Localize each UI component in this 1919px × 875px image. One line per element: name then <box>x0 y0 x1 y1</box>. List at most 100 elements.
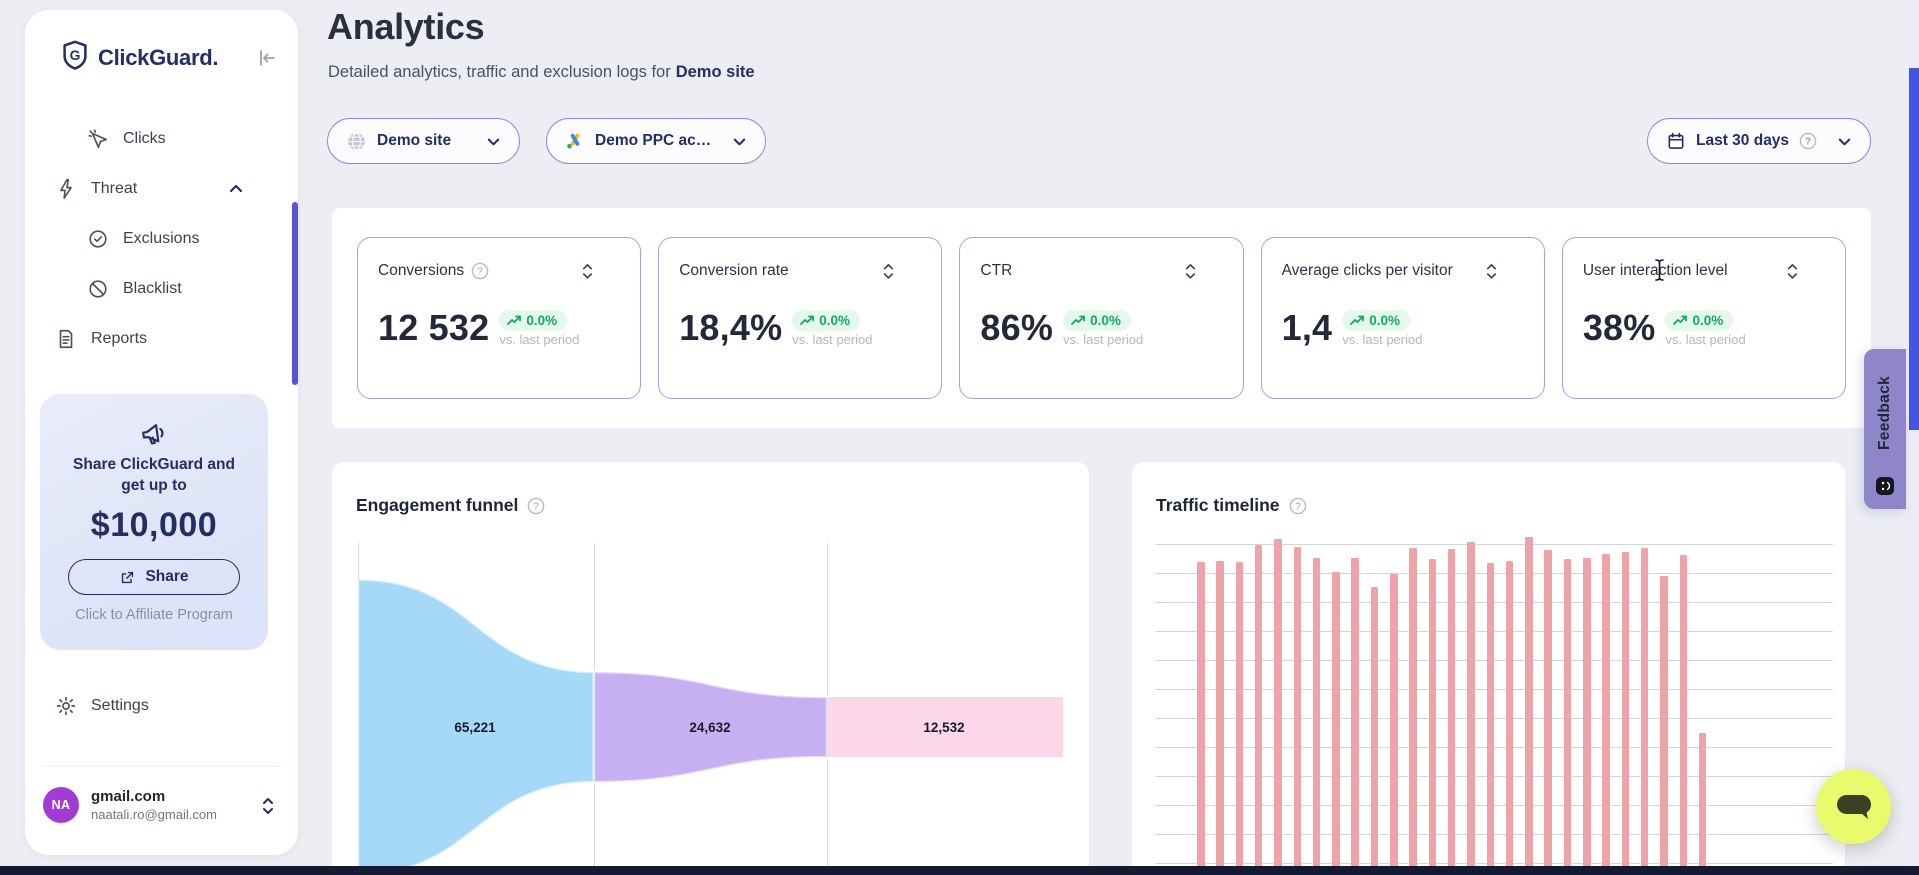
chart-gridline <box>1155 573 1833 574</box>
timeline-bar <box>1544 550 1552 875</box>
chart-gridline <box>1155 834 1833 835</box>
account-email: naatali.ro@gmail.com <box>91 807 217 822</box>
timeline-bar <box>1640 548 1649 875</box>
sidebar-item-clicks[interactable]: Clicks <box>25 114 290 164</box>
timeline-bar <box>1370 587 1379 875</box>
timeline-bar <box>1235 562 1244 875</box>
chevron-down-icon <box>486 134 501 149</box>
feedback-smile-icon <box>1875 476 1895 496</box>
feedback-tab[interactable]: Feedback <box>1864 349 1906 509</box>
timeline-bar <box>1332 572 1340 875</box>
metric-sort-icon[interactable] <box>882 263 895 280</box>
timeline-bar <box>1428 559 1437 875</box>
delta-badge: 0.0% <box>1342 310 1411 331</box>
timeline-bar <box>1312 558 1321 875</box>
timeline-bar <box>1409 548 1417 875</box>
kpi-card-ctr: CTR 86% 0.0% vs. last period <box>959 237 1244 399</box>
timeline-bar <box>1197 562 1205 875</box>
timeline-bar <box>1486 563 1494 875</box>
sidebar-item-exclusions[interactable]: Exclusions <box>25 214 290 264</box>
feedback-tab-label: Feedback <box>1876 376 1893 450</box>
metric-sort-icon[interactable] <box>581 263 594 280</box>
chart-gridline <box>1155 660 1833 661</box>
sidebar-item-blacklist[interactable]: Blacklist <box>25 264 290 314</box>
engagement-funnel-card: Engagement funnel ? 65,221 24,632 12,532 <box>332 462 1089 875</box>
nav-label-clicks: Clicks <box>123 130 166 147</box>
gear-icon <box>55 695 77 717</box>
compare-label: vs. last period <box>1063 332 1144 347</box>
delta-badge: 0.0% <box>1063 310 1131 331</box>
metric-sort-icon[interactable] <box>1184 263 1197 280</box>
promo-heading-line2: get up to <box>121 477 187 494</box>
svg-text:12,532: 12,532 <box>923 720 964 735</box>
help-icon[interactable]: ? <box>527 497 545 515</box>
timeline-bar <box>1602 554 1610 875</box>
compare-label: vs. last period <box>1665 332 1746 347</box>
calendar-icon <box>1666 131 1686 151</box>
page-scrollbar-thumb[interactable] <box>1909 68 1919 430</box>
cursor-click-icon <box>87 128 109 150</box>
megaphone-icon <box>139 418 169 448</box>
chart-gridline <box>1155 747 1833 748</box>
avatar: NA <box>43 787 79 823</box>
sidebar-collapse-button[interactable] <box>253 46 279 72</box>
sidebar-item-threat[interactable]: Threat <box>25 164 290 214</box>
metric-sort-icon[interactable] <box>1485 263 1498 280</box>
chat-launcher-button[interactable] <box>1816 769 1891 844</box>
promo-amount: $10,000 <box>90 506 218 544</box>
kpi-value: 12 532 <box>378 307 490 348</box>
kpi-summary-panel: Conversions ? 12 532 0.0% vs. last perio… <box>332 208 1871 428</box>
timeline-bar <box>1583 558 1591 875</box>
svg-text:?: ? <box>534 501 540 512</box>
sidebar-scrollbar-thumb[interactable] <box>292 202 298 385</box>
help-icon[interactable]: ? <box>1289 497 1307 515</box>
trend-up-icon <box>1071 315 1085 326</box>
help-icon[interactable]: ? <box>1799 132 1817 150</box>
site-selector[interactable]: Demo site <box>327 118 520 164</box>
timeline-bar <box>1467 542 1475 875</box>
sidebar-item-reports[interactable]: Reports <box>25 314 290 364</box>
svg-text:G: G <box>70 47 81 63</box>
timeline-bar <box>1505 561 1514 875</box>
share-button-label: Share <box>145 568 189 585</box>
taskbar-strip <box>0 866 1919 875</box>
timeline-bar <box>1390 574 1398 875</box>
kpi-card-conversion-rate: Conversion rate 18,4% 0.0% vs. last peri… <box>658 237 943 399</box>
chart-gridline <box>1155 805 1833 806</box>
timeline-bar <box>1660 576 1668 875</box>
affiliate-promo-card[interactable]: Share ClickGuard and get up to $10,000 S… <box>40 394 268 650</box>
sidebar-item-settings[interactable]: Settings <box>55 686 149 726</box>
timeline-bar <box>1274 539 1282 875</box>
subtitle-site-name: Demo site <box>675 63 755 81</box>
ppc-account-selector[interactable]: Demo PPC ac… <box>546 118 766 164</box>
kpi-value: 86% <box>980 307 1054 348</box>
nav-label-threat: Threat <box>91 180 138 197</box>
help-icon[interactable]: ? <box>471 262 489 280</box>
kpi-label: Conversion rate <box>679 262 789 279</box>
date-range-label: Last 30 days <box>1696 132 1790 149</box>
date-range-selector[interactable]: Last 30 days ? <box>1647 118 1871 164</box>
brand-logo: G ClickGuard. <box>61 40 218 75</box>
trend-up-icon <box>800 315 815 326</box>
chart-gridline <box>1155 718 1833 719</box>
text-cursor <box>1653 258 1666 282</box>
timeline-bar <box>1216 561 1224 875</box>
kpi-label: User interaction level <box>1582 262 1728 279</box>
kpi-label: CTR <box>980 262 1013 279</box>
trend-up-icon <box>507 315 522 326</box>
chevron-down-icon <box>732 134 747 149</box>
metric-sort-icon[interactable] <box>1786 263 1799 280</box>
kpi-label: Conversions <box>378 262 465 279</box>
sidebar-nav: Clicks Threat Exclusions <box>25 114 290 364</box>
brand-name: ClickGuard. <box>98 44 219 70</box>
delta-badge: 0.0% <box>1665 310 1734 331</box>
nav-label-settings: Settings <box>91 697 149 714</box>
chevron-down-icon <box>1837 134 1852 149</box>
funnel-chart-title: Engagement funnel <box>356 495 519 515</box>
account-switcher[interactable]: NA gmail.com naatali.ro@gmail.com <box>39 774 288 836</box>
document-icon <box>55 328 77 350</box>
share-button[interactable]: Share <box>68 559 240 595</box>
kpi-label: Average clicks per visitor <box>1281 262 1453 279</box>
ppc-account-label: Demo PPC ac… <box>595 132 712 149</box>
sidebar: G ClickGuard. Clicks Threat <box>25 10 298 855</box>
